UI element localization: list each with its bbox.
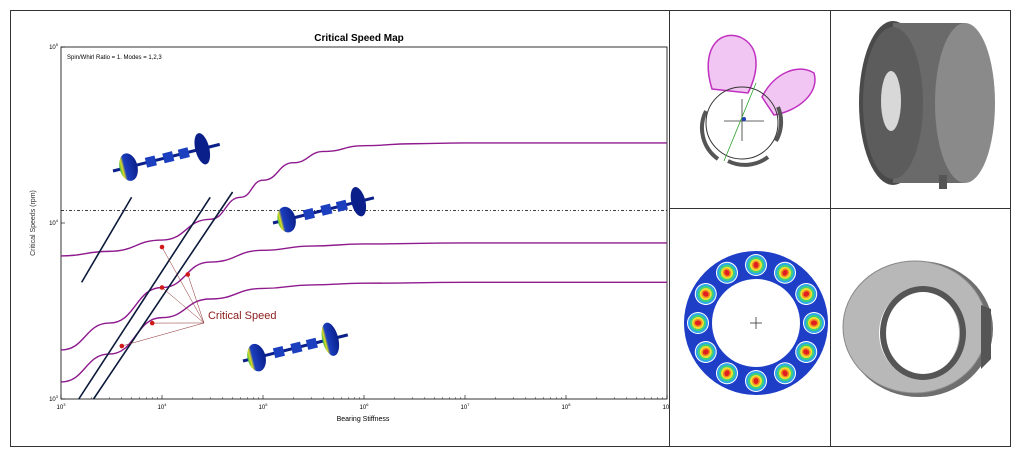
series-line-3 xyxy=(60,281,667,383)
pressure-lobe-left xyxy=(707,34,757,94)
y-axis-ticks: 103 104 105 xyxy=(49,42,65,403)
x-tick-label: 107 xyxy=(461,402,471,411)
rotor-mode-shape-3 xyxy=(242,322,349,372)
thrust-pad-11 xyxy=(774,261,796,284)
rotor-mode-shape-1 xyxy=(112,133,221,181)
y-tick-label: 103 xyxy=(49,394,59,403)
bearing-pressure-figure xyxy=(700,34,816,167)
bearing-stiffness-lines xyxy=(78,191,234,400)
pad-contour xyxy=(702,349,709,355)
x-tick-exponent: 8 xyxy=(568,402,571,407)
thrust-pad-6 xyxy=(694,341,717,363)
x-axis-label: Bearing Stiffness xyxy=(337,416,390,423)
series-lines xyxy=(60,142,667,383)
thrust-bearing-figure xyxy=(842,260,993,397)
figure-frame: Critical Speed Map Spin/Whirl Ratio = 1.… xyxy=(10,10,1011,447)
thrust-pad-9 xyxy=(716,261,738,284)
chart-subtitle: Spin/Whirl Ratio = 1. Modes = 1,2,3 xyxy=(67,55,162,61)
pad-contour xyxy=(782,269,788,276)
thrust-pad-2 xyxy=(795,341,818,363)
thrust-pad-3 xyxy=(774,362,796,385)
thrust-pad-8 xyxy=(694,283,717,305)
pad-contour xyxy=(811,320,817,326)
thrust-pad-10 xyxy=(745,254,767,276)
intersection-point-3 xyxy=(185,272,191,277)
thrust-pad-1 xyxy=(803,312,825,334)
x-tick-exponent: 4 xyxy=(164,402,167,407)
pressure-lobe-right xyxy=(761,68,816,116)
critical-speed-annotation: Critical Speed xyxy=(208,310,276,322)
y-tick-exponent: 4 xyxy=(56,218,59,223)
pad-contour xyxy=(782,370,788,377)
bearing-line-1 xyxy=(80,196,133,283)
pad-contour xyxy=(803,291,810,297)
pad-contour xyxy=(724,370,730,377)
x-tick-label: 105 xyxy=(259,402,269,411)
intersection-points xyxy=(119,244,191,349)
pad-contour xyxy=(753,262,759,268)
gridlines xyxy=(91,397,663,399)
thrust-bearing-panel xyxy=(831,209,1010,446)
intersection-point-4 xyxy=(149,320,155,326)
bearing-line-2 xyxy=(78,196,211,400)
thrust-pad-7 xyxy=(687,312,709,334)
leader-line xyxy=(121,322,205,347)
leader-line xyxy=(187,274,205,324)
bearing-pressure-panel xyxy=(670,11,830,208)
thrust-pad-figure xyxy=(684,251,828,395)
thrust-pad-panel xyxy=(670,209,830,446)
y-tick-exponent: 3 xyxy=(56,394,59,399)
pad-contour xyxy=(803,349,810,355)
x-tick-exponent: 6 xyxy=(366,402,369,407)
y-tick-label: 104 xyxy=(49,218,59,227)
x-tick-label: 108 xyxy=(562,402,572,411)
y-tick-label: 105 xyxy=(49,42,59,51)
intersection-point-1 xyxy=(159,244,165,250)
x-tick-label: 103 xyxy=(57,402,67,411)
pad-contour xyxy=(695,320,701,326)
series-line-1 xyxy=(60,142,667,257)
x-tick-exponent: 5 xyxy=(265,402,268,407)
intersection-point-2 xyxy=(159,285,165,290)
series-line-2 xyxy=(60,242,667,351)
bearing-housing-figure xyxy=(859,21,995,189)
chart-panel: Critical Speed Map Spin/Whirl Ratio = 1.… xyxy=(11,11,672,446)
leader-line xyxy=(161,246,205,324)
annotation-leaders xyxy=(121,246,205,347)
bearing-line-3 xyxy=(92,191,234,400)
pad-contour xyxy=(724,269,730,276)
chart-title: Critical Speed Map xyxy=(314,33,403,44)
x-tick-label: 106 xyxy=(360,402,370,411)
y-axis-label: Critical Speeds (rpm) xyxy=(30,190,37,256)
pad-contour xyxy=(753,378,759,384)
leader-line xyxy=(161,287,205,324)
thrust-pad-4 xyxy=(745,370,767,392)
pad-contour xyxy=(702,291,709,297)
bearing-housing-panel xyxy=(831,11,1010,208)
rotor-mode-shape-2 xyxy=(272,187,375,233)
intersection-point-5 xyxy=(119,343,125,349)
plot-area xyxy=(60,46,668,400)
thrust-pad-12 xyxy=(795,283,818,305)
critical-speed-map-chart: Critical Speed Map Spin/Whirl Ratio = 1.… xyxy=(30,33,672,423)
thrust-pad-5 xyxy=(716,362,738,385)
x-tick-exponent: 7 xyxy=(467,402,470,407)
x-tick-exponent: 3 xyxy=(63,402,66,407)
x-tick-label: 104 xyxy=(158,402,168,411)
y-tick-exponent: 5 xyxy=(56,42,59,47)
